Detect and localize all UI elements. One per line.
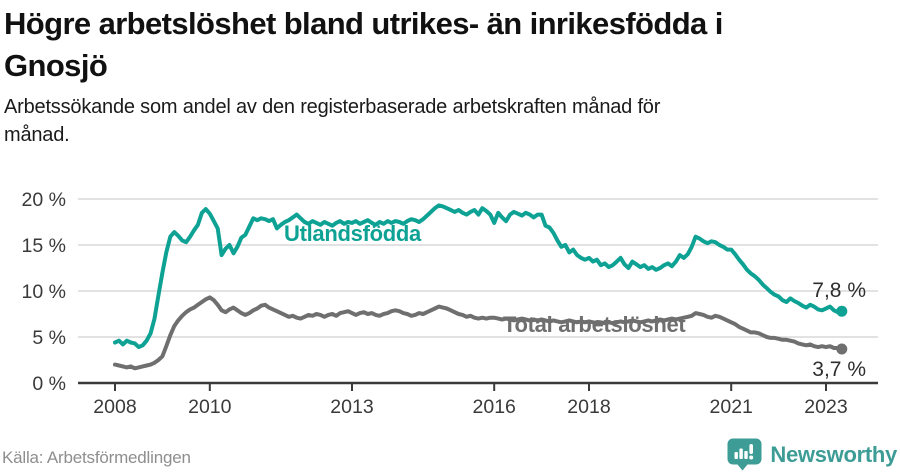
page-title-line-1: Högre arbetslöshet bland utrikes- än inr… — [4, 6, 723, 41]
newsworthy-brand-name: Newsworthy — [770, 441, 897, 467]
series-line-0 — [113, 203, 844, 350]
chart-subtitle-line-1: Arbetssökande som andel av den registerb… — [4, 96, 661, 118]
chart-subtitle-line-2: månad. — [4, 124, 70, 146]
x-axis-label-2008: 2008 — [93, 396, 136, 418]
source-attribution: Källa: Arbetsförmedlingen — [2, 448, 191, 467]
x-axis-label-2018: 2018 — [567, 396, 610, 418]
x-axis-label-2023: 2023 — [804, 396, 847, 418]
series-end-value-0: 7,8 % — [812, 279, 866, 302]
y-axis-label-20: 20 % — [22, 189, 66, 211]
series-annotation-0: Utlandsfödda — [284, 221, 422, 246]
y-axis-label-10: 10 % — [22, 281, 66, 303]
x-axis-label-2010: 2010 — [188, 396, 232, 418]
page-title: Högre arbetslöshet bland utrikes- än inr… — [4, 3, 884, 87]
series-annotation-1: Total arbetslöshet — [503, 312, 686, 337]
x-axis-label-2013: 2013 — [330, 396, 373, 418]
chart-subtitle: Arbetssökande som andel av den registerb… — [4, 93, 864, 149]
series-end-value-1: 3,7 % — [812, 358, 866, 381]
series-line-1 — [113, 295, 844, 371]
y-axis-label-5: 5 % — [32, 327, 66, 349]
newsworthy-pin-barchart-icon — [727, 438, 762, 471]
x-axis-label-2016: 2016 — [473, 396, 516, 418]
series-end-dot-1 — [836, 343, 848, 355]
newsworthy-logo[interactable]: Newsworthy — [727, 438, 897, 471]
y-axis-label-0: 0 % — [32, 373, 66, 395]
x-axis-label-2021: 2021 — [710, 396, 753, 418]
series-end-dot-0 — [836, 305, 848, 317]
page-title-line-2: Gnosjö — [4, 48, 108, 83]
y-axis-label-15: 15 % — [22, 235, 66, 257]
